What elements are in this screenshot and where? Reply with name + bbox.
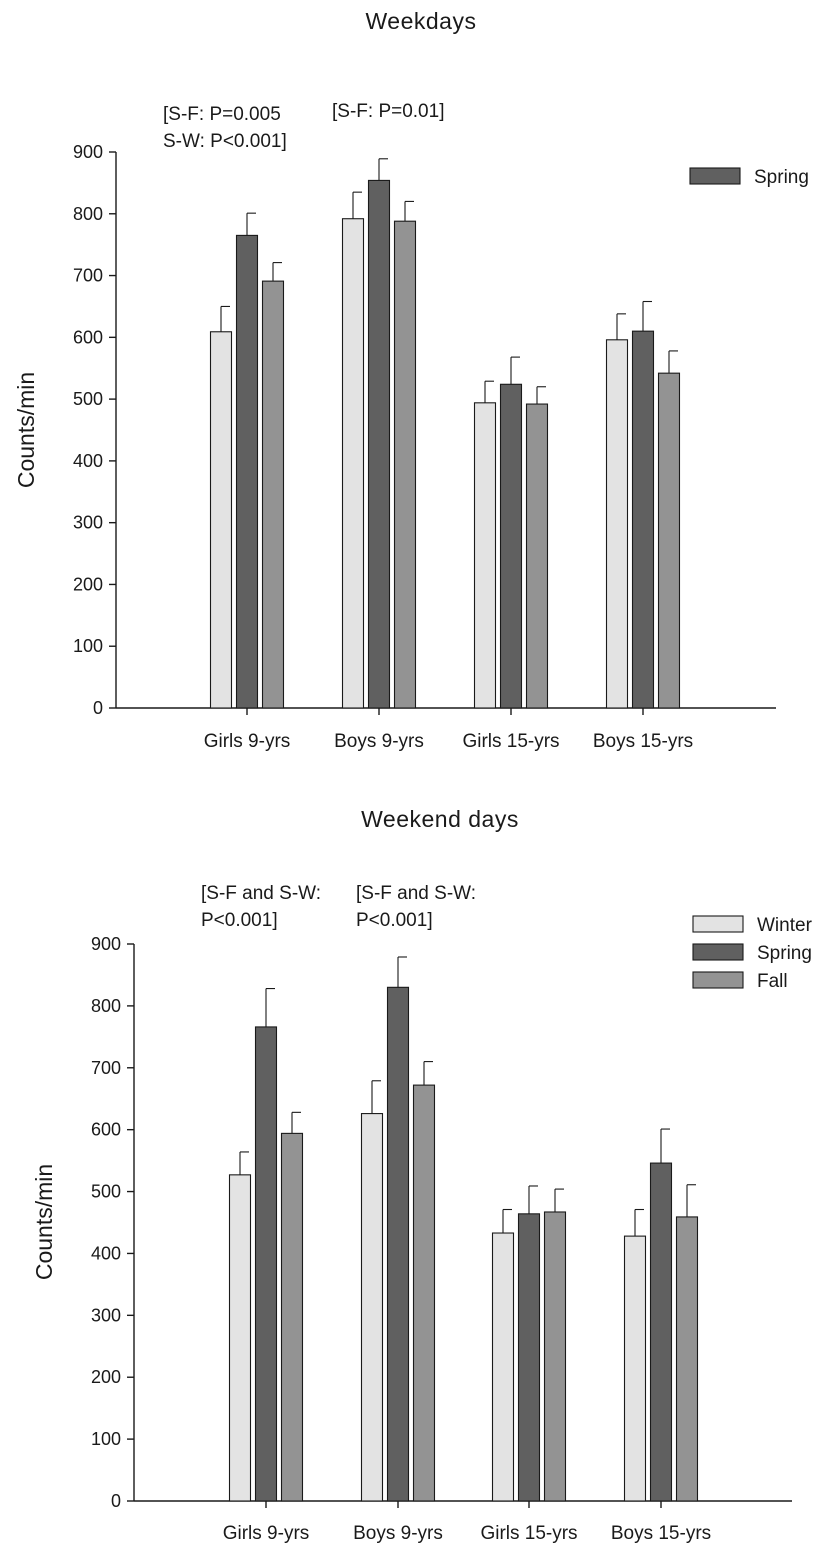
- chart-1-y-tick-label: 300: [73, 513, 103, 533]
- chart-2-legend-swatch: [692, 971, 744, 989]
- chart-2-bar: [280, 1132, 304, 1502]
- chart-1-bar: [499, 383, 523, 709]
- chart-1-bar: [605, 339, 629, 709]
- chart-1-significance-note: [S-F: P=0.005: [163, 104, 281, 125]
- chart-1-y-axis-label: Counts/min: [13, 372, 39, 488]
- chart-1-y-tick-label: 600: [73, 327, 103, 347]
- chart-2-bar: [623, 1235, 647, 1502]
- chart-1-y-tick-label: 100: [73, 636, 103, 656]
- chart-1-x-tick-label: Boys 9-yrs: [334, 731, 424, 752]
- chart-2-y-tick-label: 200: [91, 1367, 121, 1387]
- chart-2-legend-swatch: [692, 915, 744, 933]
- chart-1-bar: [657, 372, 681, 709]
- chart-2-y-tick-label: 700: [91, 1058, 121, 1078]
- chart-1-legend-label: Spring: [754, 167, 809, 188]
- chart-2-x-tick-label: Boys 9-yrs: [353, 1523, 443, 1544]
- chart-2-bar: [517, 1213, 541, 1502]
- chart-1-y-tick-label: 0: [93, 698, 103, 718]
- chart-2-significance-note: [S-F and S-W:: [356, 883, 476, 904]
- chart-1-bar: [473, 402, 497, 709]
- chart-1-bar: [209, 331, 233, 709]
- chart-1-x-tick-label: Boys 15-yrs: [593, 731, 693, 752]
- chart-1-significance-note: [S-F: P=0.01]: [332, 101, 444, 122]
- chart-2-y-axis-label: Counts/min: [31, 1164, 57, 1280]
- chart-2-bar: [228, 1174, 252, 1502]
- chart-1-bar: [367, 179, 391, 709]
- chart-2-significance-note: [S-F and S-W:: [201, 883, 321, 904]
- chart-1-bar: [341, 218, 365, 709]
- chart-2-legend-label: Spring: [757, 943, 812, 964]
- chart-2-y-tick-label: 500: [91, 1182, 121, 1202]
- chart-1-y-tick-label: 400: [73, 451, 103, 471]
- chart-2-y-tick-label: 600: [91, 1120, 121, 1140]
- chart-1-bar: [393, 220, 417, 709]
- chart-2-y-tick-label: 400: [91, 1243, 121, 1263]
- chart-2-bar: [491, 1232, 515, 1502]
- chart-1-y-tick-label: 200: [73, 574, 103, 594]
- chart-2-significance-note: P<0.001]: [356, 910, 433, 931]
- chart-2-x-tick-label: Girls 9-yrs: [223, 1523, 310, 1544]
- chart-1-y-tick-label: 700: [73, 266, 103, 286]
- chart-1-y-tick-label: 900: [73, 142, 103, 162]
- chart-1-title: Weekdays: [366, 8, 477, 34]
- chart-1-legend-swatch: [689, 167, 741, 185]
- chart-1-x-tick-label: Girls 9-yrs: [204, 731, 291, 752]
- chart-2-bar: [675, 1216, 699, 1502]
- chart-2-significance-note: P<0.001]: [201, 910, 278, 931]
- chart-1-x-tick-label: Girls 15-yrs: [462, 731, 559, 752]
- chart-2-legend-label: Winter: [757, 915, 813, 936]
- chart-2-bar: [543, 1211, 567, 1502]
- chart-1-y-tick-label: 800: [73, 204, 103, 224]
- chart-2-bar: [254, 1026, 278, 1502]
- chart-2-y-tick-label: 300: [91, 1305, 121, 1325]
- chart-2-legend-label: Fall: [757, 971, 788, 992]
- chart-2-y-tick-label: 900: [91, 934, 121, 954]
- chart-1-significance-note: S-W: P<0.001]: [163, 131, 287, 152]
- chart-1-bar: [525, 403, 549, 709]
- chart-2-title: Weekend days: [361, 806, 519, 832]
- chart-1-bar: [631, 330, 655, 709]
- chart-2-bar: [386, 986, 410, 1502]
- chart-1-bar: [235, 234, 259, 709]
- chart-1-bar: [261, 280, 285, 709]
- chart-2-bar: [649, 1162, 673, 1502]
- chart-2-y-tick-label: 100: [91, 1429, 121, 1449]
- chart-2-legend-swatch: [692, 943, 744, 961]
- chart-1-y-tick-label: 500: [73, 389, 103, 409]
- chart-2-x-tick-label: Girls 15-yrs: [480, 1523, 577, 1544]
- chart-2-y-tick-label: 0: [111, 1491, 121, 1511]
- chart-2-bar: [412, 1084, 436, 1502]
- chart-2-bar: [360, 1113, 384, 1502]
- chart-2-x-tick-label: Boys 15-yrs: [611, 1523, 711, 1544]
- chart-2-y-tick-label: 800: [91, 996, 121, 1016]
